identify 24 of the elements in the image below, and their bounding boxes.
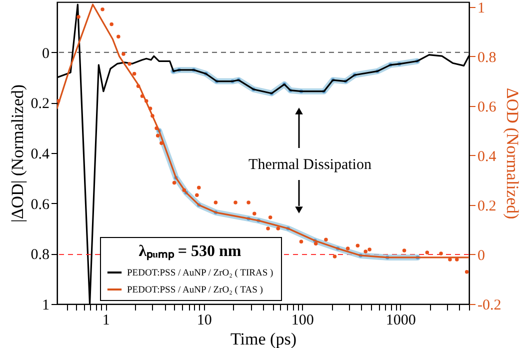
x-tick-label: 100	[291, 312, 314, 328]
y2-tick-label: 0	[478, 248, 485, 264]
annotation: Thermal Dissipation	[248, 157, 372, 173]
y-tick-label: 0.8	[30, 247, 50, 264]
y2-tick-label: 0.6	[478, 99, 497, 116]
x-tick-label: 10	[196, 312, 212, 328]
y-tick-label: 0.4	[30, 146, 50, 162]
x-tick-label: 1	[102, 312, 110, 328]
x-tick-label: 1000	[386, 312, 416, 328]
y2-axis-title: ΔOD (Normalized)	[503, 88, 520, 220]
y2-tick-label: 0.2	[478, 198, 496, 214]
legend-label: PEDOT:PSS / AuNP / ZrO₂ ( TIRAS )	[127, 268, 274, 278]
y-tick-label: 1	[42, 298, 50, 314]
y-tick-label: 0	[42, 46, 50, 62]
y2-tick-label: 0.4	[478, 148, 497, 165]
y2-tick-label: 0.8	[478, 50, 496, 66]
y-axis-title: |ΔOD| (Normalized)	[8, 84, 27, 223]
y-tick-label: 0.6	[30, 196, 50, 213]
legend-title: λₚᵤₘₚ = 530 nm	[138, 243, 242, 261]
y-tick-label: 0.2	[30, 96, 50, 112]
legend-label: PEDOT:PSS / AuNP / ZrO₂ ( TAS )	[127, 286, 263, 296]
y2-tick-label: 1	[478, 0, 485, 16]
y2-tick-label: -0.2	[478, 298, 502, 314]
x-axis-title: Time (ps)	[230, 330, 296, 348]
